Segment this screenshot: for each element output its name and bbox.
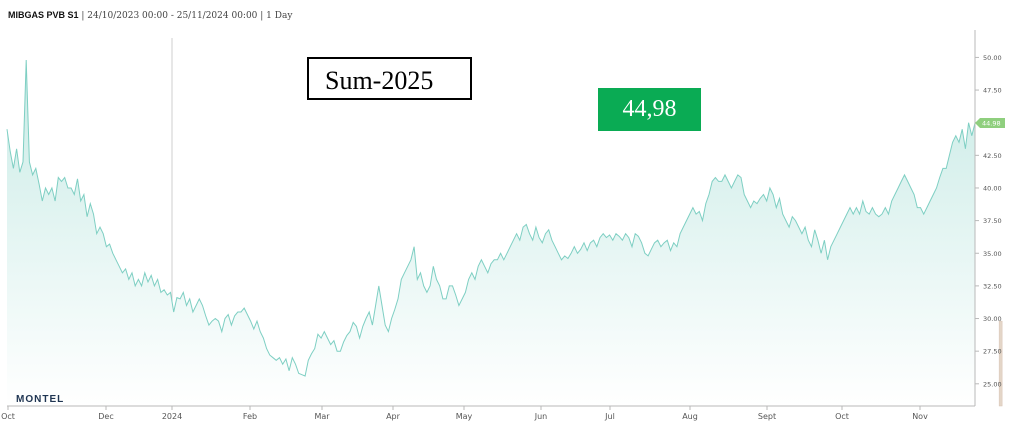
last-value-badge (975, 117, 1005, 128)
x-tick-label: Oct (1, 412, 15, 421)
y-tick-label: 47.50 (983, 87, 1002, 95)
y-tick-label: 50.00 (983, 54, 1002, 62)
y-tick-label: 37.50 (983, 217, 1002, 225)
y-tick-label: 32.50 (983, 282, 1002, 290)
montel-logo: MONTEL (16, 394, 65, 405)
annotation-label: Sum-2025 (325, 66, 434, 95)
annotation-box: Sum-2025 (307, 57, 472, 100)
last-value-label: 44.98 (982, 119, 1001, 127)
y-tick-label: 25.00 (983, 380, 1002, 388)
price-line (6, 59, 976, 377)
price-label: 44,98 (622, 96, 677, 122)
x-tick-label: Oct (835, 412, 849, 421)
date-range: 24/10/2023 00:00 - 25/11/2024 00:00 (87, 11, 258, 21)
x-axis-ticks: Oct Dec 2024 Feb Mar Apr May Jun Jul Aug Sept Oct No… (1, 406, 928, 421)
x-tick-label: Nov (912, 412, 928, 421)
y-tick-label: 40.00 (983, 184, 1002, 192)
y-axis-ticks: 25.00 27.50 30.00 32.50 35.00 37.50 40.00 42.50… (975, 54, 1002, 388)
x-tick-label: Feb (243, 412, 257, 421)
axes (7, 30, 976, 407)
x-tick-label: Aug (682, 412, 698, 421)
y-tick-label: 27.50 (983, 348, 1002, 356)
y-tick-label: 30.00 (983, 315, 1002, 323)
price-area (7, 60, 975, 406)
x-tick-label: 2024 (162, 412, 182, 421)
price-box: 44,98 (598, 88, 701, 131)
x-tick-label: Jun (534, 412, 548, 421)
y-tick-label: 35.00 (983, 250, 1002, 258)
y-tick-label: 42.50 (983, 152, 1002, 160)
interval: 1 Day (266, 11, 293, 21)
chart-header: MIBGAS PVB S1 | 24/10/2023 00:00 - 25/11… (8, 10, 293, 21)
last-value-marker: 44.98 (975, 117, 1005, 128)
x-tick-label: Apr (386, 412, 401, 421)
x-tick-label: May (456, 412, 473, 421)
ticker-name: MIBGAS PVB S1 (8, 10, 79, 20)
x-tick-label: Sept (758, 412, 776, 421)
x-tick-label: Jul (604, 412, 615, 421)
x-tick-label: Dec (98, 412, 113, 421)
x-tick-label: Mar (314, 412, 330, 421)
volume-bar (998, 320, 1003, 407)
